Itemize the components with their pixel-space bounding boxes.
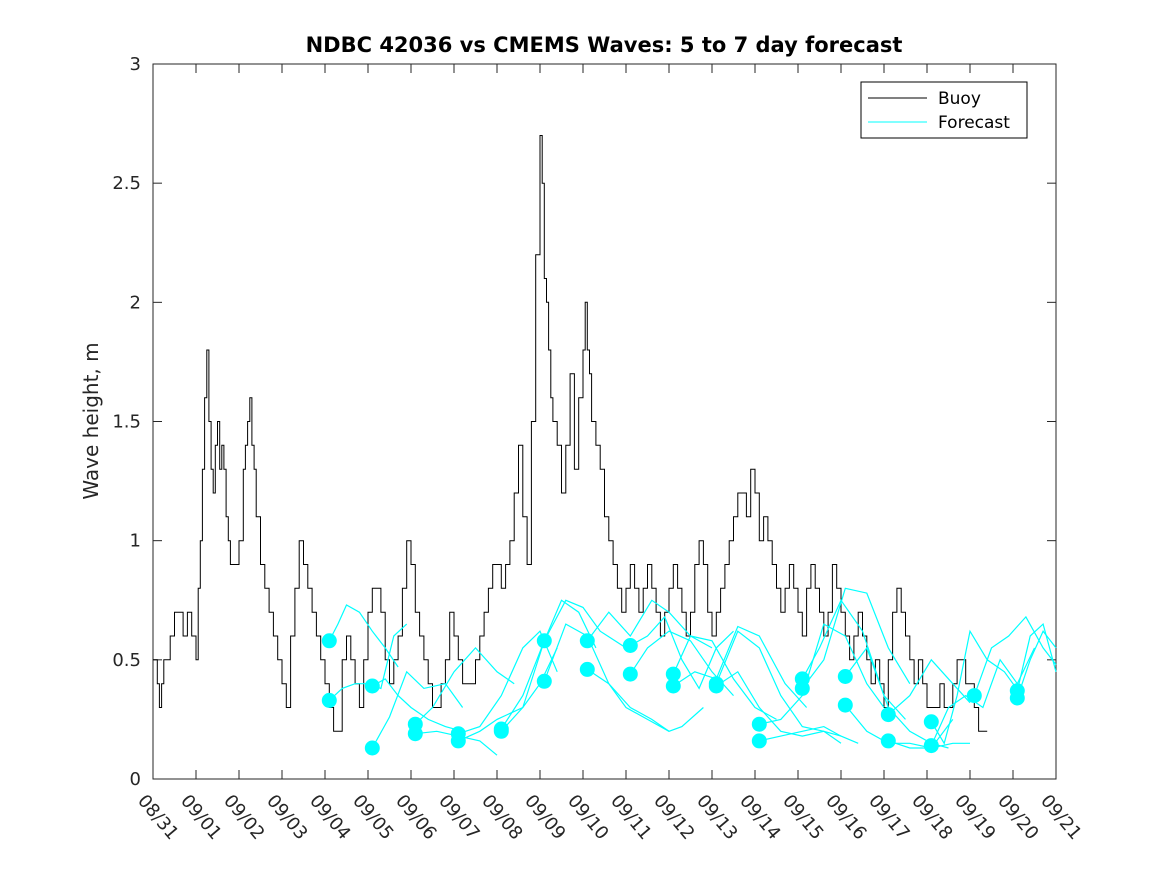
- x-tick-label: 09/06: [391, 791, 440, 844]
- forecast-start-marker: [837, 697, 853, 713]
- forecast-start-marker: [794, 680, 810, 696]
- forecast-start-marker: [579, 633, 595, 649]
- forecast-start-marker: [622, 666, 638, 682]
- x-tick-label: 09/02: [219, 791, 268, 844]
- y-tick-label: 1: [130, 531, 141, 552]
- axes-box: [152, 63, 1057, 780]
- forecast-series-line: [586, 668, 704, 732]
- forecast-start-marker: [923, 714, 939, 730]
- x-tick-label: 09/17: [864, 791, 913, 844]
- forecast-start-marker: [493, 723, 509, 739]
- forecast-start-marker: [536, 673, 552, 689]
- y-tick-label: 3: [130, 54, 141, 75]
- y-tick-label: 0.5: [112, 650, 141, 671]
- x-tick-label: 09/10: [563, 791, 612, 844]
- y-tick-label: 2.5: [112, 173, 141, 194]
- x-tick-label: 09/21: [1036, 791, 1085, 844]
- x-tick-label: 09/12: [649, 791, 698, 844]
- x-tick-label: 09/14: [735, 791, 784, 844]
- legend-buoy-label: Buoy: [938, 89, 981, 109]
- y-axis-label: Wave height, m: [79, 342, 103, 499]
- x-tick-label: 09/16: [821, 791, 870, 844]
- forecast-start-marker: [837, 669, 853, 684]
- x-tick-label: 09/01: [176, 791, 225, 844]
- x-tick-label: 08/31: [133, 791, 182, 844]
- forecast-start-marker: [321, 692, 337, 708]
- y-tick-label: 1.5: [112, 412, 141, 433]
- x-tick-label: 09/19: [950, 791, 999, 844]
- x-tick-label: 09/11: [606, 791, 655, 844]
- forecast-series-line: [414, 647, 515, 725]
- forecast-series-line: [1016, 622, 1057, 691]
- x-tick-label: 09/08: [477, 791, 526, 844]
- x-tick-label: 09/20: [993, 791, 1042, 844]
- forecast-series-line: [759, 623, 885, 725]
- forecast-start-marker: [880, 707, 896, 723]
- plot-area: 08/3109/0109/0209/0309/0409/0509/0609/07…: [112, 54, 1085, 844]
- y-tick-label: 2: [130, 292, 141, 313]
- forecast-start-marker: [665, 678, 681, 694]
- forecast-start-marker: [1009, 690, 1025, 706]
- legend-box: [860, 81, 1028, 139]
- forecast-start-marker: [450, 733, 466, 749]
- forecast-series-line: [672, 625, 808, 708]
- legend: Buoy Forecast: [860, 81, 1028, 139]
- forecast-series-line: [500, 599, 627, 732]
- forecast-start-marker: [321, 633, 337, 649]
- x-tick-label: 09/05: [348, 791, 397, 844]
- forecast-series-line: [715, 670, 842, 744]
- forecast-start-marker: [579, 661, 595, 677]
- forecast-series-line: [801, 599, 906, 720]
- forecast-start-marker: [708, 678, 724, 694]
- forecast-start-marker: [751, 716, 767, 732]
- forecast-series-line: [672, 635, 777, 720]
- forecast-start-marker: [622, 638, 638, 653]
- forecast-series-line: [973, 615, 1057, 696]
- forecast-series-line: [328, 604, 399, 668]
- forecast-series-line: [371, 670, 464, 749]
- forecast-series-line: [629, 630, 734, 697]
- x-tick-label: 09/13: [692, 791, 741, 844]
- y-tick-label: 0: [130, 769, 141, 790]
- x-tick-label: 09/09: [520, 791, 569, 844]
- forecast-start-marker: [364, 678, 380, 694]
- legend-forecast-label: Forecast: [938, 113, 1010, 133]
- forecast-series-line: [930, 629, 1023, 745]
- chart-title: NDBC 42036 vs CMEMS Waves: 5 to 7 day fo…: [306, 33, 903, 57]
- forecast-series-line: [759, 725, 859, 744]
- forecast-series-line: [500, 599, 597, 730]
- x-tick-label: 09/03: [262, 791, 311, 844]
- x-tick-label: 09/04: [305, 791, 354, 844]
- forecast-series-line: [801, 587, 911, 689]
- forecast-start-marker: [536, 633, 552, 649]
- buoy-series-line: [153, 135, 988, 732]
- forecast-start-marker: [880, 733, 896, 749]
- x-tick-label: 09/07: [434, 791, 483, 844]
- forecast-series-line: [1016, 630, 1057, 699]
- x-tick-label: 09/18: [907, 791, 956, 844]
- forecast-start-marker: [751, 733, 767, 749]
- x-tick-label: 09/15: [778, 791, 827, 844]
- forecast-start-marker: [407, 726, 423, 742]
- forecast-start-marker: [364, 740, 380, 756]
- forecast-series-line: [372, 678, 463, 732]
- forecast-start-marker: [966, 688, 982, 704]
- forecast-start-marker: [923, 738, 939, 754]
